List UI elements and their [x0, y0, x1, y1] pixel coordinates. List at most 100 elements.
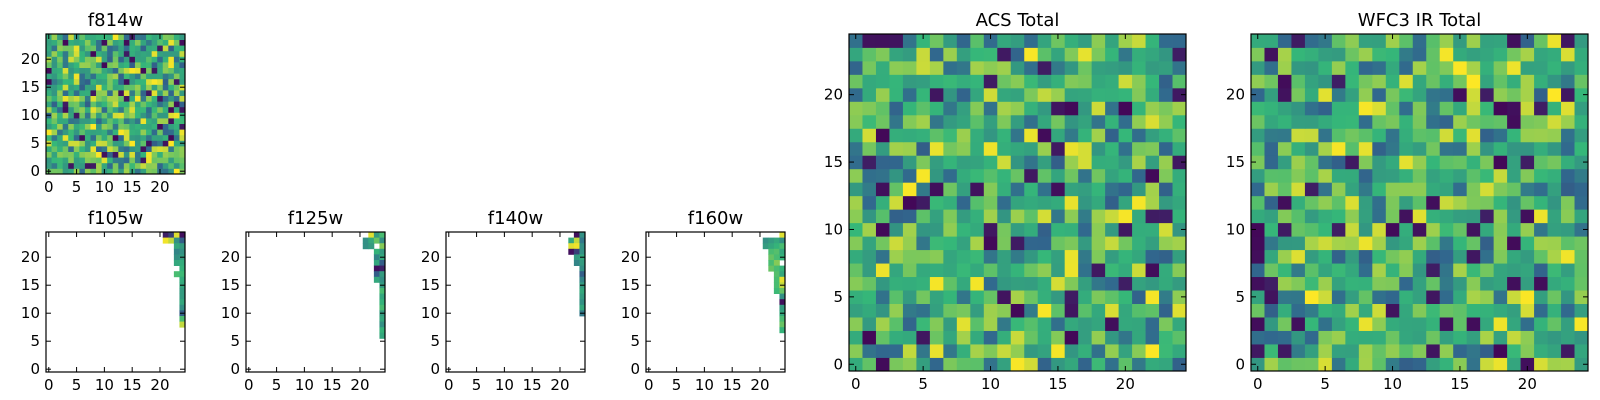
- heatmap-cell: [57, 168, 64, 175]
- heatmap-cell: [68, 146, 75, 152]
- heatmap-cell: [579, 299, 586, 306]
- heatmap-cell: [46, 146, 52, 152]
- heatmap-cell: [1010, 330, 1025, 345]
- heatmap-cell: [57, 34, 64, 40]
- y-tick-label: 5: [430, 332, 440, 350]
- heatmap-cell: [118, 162, 125, 169]
- heatmap-cell: [90, 151, 97, 158]
- heatmap-cell: [1480, 155, 1495, 170]
- heatmap-cell: [179, 62, 186, 68]
- heatmap-cell: [943, 209, 958, 224]
- heatmap-cell: [140, 140, 147, 147]
- heatmap-cell: [157, 123, 164, 130]
- x-tick-label: 0: [851, 375, 861, 393]
- heatmap-cell: [1132, 34, 1146, 48]
- heatmap-cell: [943, 74, 958, 89]
- heatmap-cell: [875, 182, 890, 197]
- heatmap-cell: [1318, 209, 1333, 224]
- x-tick-label: 5: [72, 376, 82, 394]
- heatmap-cell: [1547, 249, 1562, 264]
- heatmap-cell: [1453, 357, 1468, 372]
- heatmap-cell: [875, 47, 890, 62]
- heatmap-cell: [902, 74, 917, 89]
- heatmap-cell: [112, 123, 119, 130]
- heatmap-cell: [1291, 101, 1306, 116]
- heatmap-cell: [983, 317, 998, 331]
- x-tick-label: 20: [1518, 375, 1537, 393]
- heatmap-cell: [57, 146, 64, 152]
- heatmap-cell: [1264, 344, 1279, 358]
- x-tick-label: 0: [1253, 375, 1263, 393]
- heatmap-cell: [146, 67, 153, 74]
- heatmap-cell: [51, 146, 58, 152]
- heatmap-cell: [1172, 236, 1187, 251]
- heatmap-cell: [929, 330, 944, 345]
- heatmap-cell: [862, 101, 877, 116]
- heatmap-cell: [983, 344, 998, 358]
- heatmap-cell: [1520, 128, 1535, 143]
- heatmap-cell: [970, 209, 985, 224]
- heatmap-cell: [943, 141, 958, 156]
- heatmap-cell: [1507, 74, 1521, 89]
- heatmap-cell: [68, 106, 75, 113]
- heatmap-cell: [1385, 47, 1400, 62]
- heatmap-cell: [73, 146, 80, 152]
- heatmap-cell: [779, 304, 786, 311]
- heatmap-cell: [1358, 87, 1373, 102]
- heatmap-cell: [1426, 357, 1441, 372]
- heatmap-cell: [1561, 303, 1575, 318]
- heatmap-cell: [1318, 101, 1333, 116]
- heatmap-cell: [1574, 155, 1589, 170]
- heatmap-cell: [1118, 290, 1133, 304]
- heatmap-cell: [997, 34, 1012, 48]
- heatmap-cell: [57, 67, 64, 74]
- heatmap-cell: [1547, 236, 1562, 251]
- heatmap-cell: [168, 129, 175, 136]
- heatmap-cell: [157, 129, 164, 136]
- heatmap-cell: [1010, 209, 1025, 224]
- heatmap-cell: [179, 271, 186, 278]
- heatmap-cell: [1412, 195, 1427, 210]
- heatmap-cell: [929, 222, 944, 237]
- heatmap-cell: [1078, 249, 1093, 264]
- heatmap-cell: [956, 87, 971, 102]
- heatmap-cell: [862, 209, 877, 224]
- heatmap-cell: [997, 344, 1012, 358]
- heatmap-cell: [1291, 249, 1306, 264]
- heatmap-cell: [1064, 303, 1079, 318]
- heatmap-cell: [1399, 128, 1414, 143]
- heatmap-cell: [179, 67, 186, 74]
- heatmap-cell: [902, 168, 917, 183]
- heatmap-cell: [1037, 141, 1052, 156]
- heatmap-cell: [1574, 303, 1589, 318]
- heatmap-cell: [1399, 303, 1414, 318]
- heatmap-cell: [1358, 303, 1373, 318]
- heatmap-cell: [1172, 34, 1187, 48]
- heatmap-cell: [1251, 155, 1265, 170]
- heatmap-cell: [943, 276, 958, 291]
- heatmap-cell: [1078, 34, 1093, 48]
- heatmap-cell: [1145, 128, 1160, 143]
- heatmap-cell: [84, 106, 91, 113]
- heatmap-cell: [168, 112, 175, 119]
- heatmap-cell: [173, 162, 180, 169]
- heatmap-cell: [1574, 344, 1589, 358]
- heatmap-cell: [1291, 330, 1306, 345]
- heatmap-cell: [1078, 168, 1093, 183]
- heatmap-cell: [90, 62, 97, 68]
- heatmap-cell: [1453, 168, 1468, 183]
- heatmap-cell: [1277, 195, 1292, 210]
- heatmap-cell: [889, 303, 904, 318]
- heatmap-cell: [51, 84, 58, 91]
- heatmap-cell: [983, 101, 998, 116]
- heatmap-cell: [1159, 317, 1173, 331]
- x-tick-label: 15: [723, 376, 742, 394]
- heatmap-cell: [1251, 317, 1265, 331]
- heatmap-cell: [1480, 114, 1495, 129]
- heatmap-cell: [1105, 74, 1119, 89]
- heatmap-cell: [1412, 209, 1427, 224]
- heatmap-cell: [970, 114, 985, 129]
- heatmap-cell: [1304, 209, 1319, 224]
- heatmap-cell: [1105, 263, 1119, 278]
- heatmap-cell: [1520, 87, 1535, 102]
